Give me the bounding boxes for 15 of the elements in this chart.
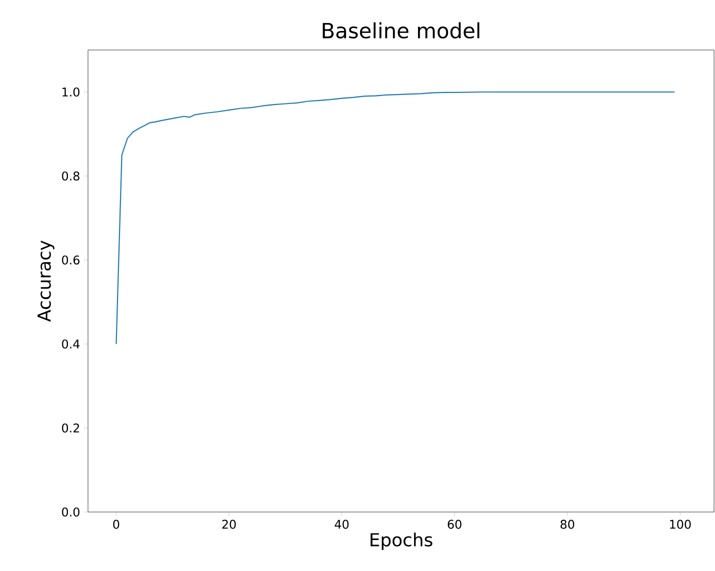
y-tick-label: 0.0 [62, 507, 80, 517]
x-tick-label: 60 [448, 520, 462, 529]
y-tick-label: 0.6 [62, 255, 80, 265]
x-tick-label: 40 [334, 520, 349, 529]
y-axis-title: Accuracy [38, 240, 54, 322]
x-axis-title: Epochs [370, 532, 432, 550]
y-tick-label: 0.2 [62, 423, 80, 433]
x-tick-label: 80 [560, 520, 574, 529]
chart-title: Baseline model [322, 22, 480, 38]
x-tick-label: 0 [113, 520, 120, 529]
x-tick-label: 20 [222, 520, 236, 529]
y-tick-label: 1.0 [62, 87, 80, 97]
y-tick-label: 0.8 [62, 171, 80, 181]
x-tick-label: 100 [670, 520, 691, 529]
y-tick-label: 0.4 [62, 339, 80, 349]
